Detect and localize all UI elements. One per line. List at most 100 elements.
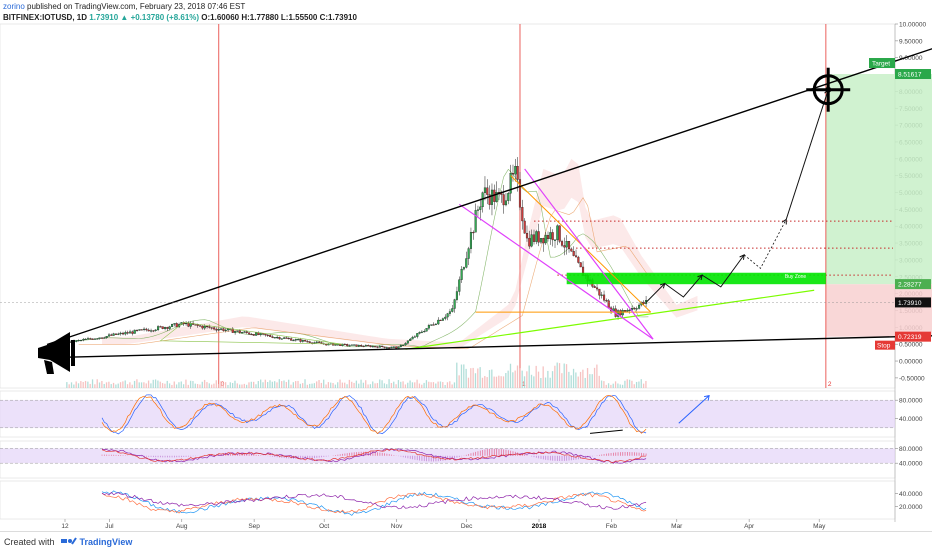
volume-bar [593,367,596,388]
volume-bar [339,379,341,388]
volume-bar [330,382,332,388]
volume-bar [498,375,500,388]
volume-bar [477,368,479,388]
volume-bar [199,384,201,388]
volume-bar [299,383,301,388]
stop-flag [875,340,895,350]
volume-bar [351,381,353,388]
candle-body [486,187,489,195]
volume-bar [589,374,591,388]
candle-body [292,340,295,342]
candle-body [250,333,253,336]
volume-bar [346,384,348,388]
volume-bar [222,382,224,388]
price-axis-tag [895,69,931,80]
candle-body [546,235,550,240]
candle-body [259,333,262,335]
volume-bar [224,382,227,388]
candle-body [635,308,638,310]
wedge-upper [524,168,654,340]
candle-body [224,329,227,331]
volume-bar [124,380,126,388]
volume-bar [362,382,365,388]
candle-body [161,326,164,329]
author-link[interactable]: zorino [3,2,25,11]
volume-bar [70,382,73,388]
volume-bar [262,382,264,388]
candle-body [458,279,461,292]
candle-body [252,334,255,336]
volume-bar [203,379,206,388]
volume-bar [185,379,187,388]
volume-bar [535,365,537,388]
volume-bar [558,363,561,388]
volume-bar [446,382,449,388]
candle-body [234,331,237,333]
candle-body [114,333,118,335]
candle-body [360,345,363,347]
y-tick-label: 0.00000 [899,359,923,366]
volume-bar [213,383,215,388]
volume-bar [376,383,379,388]
volume-bar [439,381,442,388]
candle-body [362,345,365,348]
volume-bar [283,380,285,388]
x-tick-label: Sep [248,523,260,530]
candle-body [154,329,157,331]
volume-bar [575,372,577,388]
volume-bar [103,383,105,388]
price-axis-tag-label: 0.72319 [898,334,922,341]
volume-bar [582,369,584,388]
candle-body [476,209,480,211]
volume-bar [528,365,530,388]
lower-trendline [46,335,932,359]
volume-bar [82,382,84,388]
candle-body [82,339,85,341]
candle-body [121,332,125,335]
candle-body [574,255,578,258]
candle-body [133,329,136,334]
volume-bar [556,362,558,388]
volume-bar [463,364,465,388]
candle-body [539,238,543,243]
volume-bar [182,384,185,388]
volume-bar [516,365,519,388]
volume-bar [313,383,316,388]
candle-body [334,344,337,346]
y-tick-label: 9.00000 [899,55,923,62]
tradingview-brand[interactable]: TradingView [79,536,133,547]
support-line [405,289,815,350]
candle-body [511,173,515,175]
pane-y-tick-label: 40.0000 [899,491,923,498]
volume-bar [325,384,327,388]
candle-body [444,316,447,319]
candle-body [411,336,414,340]
candle-body [525,233,529,239]
volume-bar [210,384,213,388]
volume-bar [337,382,339,388]
volume-bar [624,380,626,388]
volume-bar [201,381,203,388]
candle-body [376,346,379,348]
volume-bar [276,382,278,388]
volume-bar [577,376,579,388]
volume-bar [570,375,572,388]
publish-line: zorino published on TradingView.com, Feb… [3,1,245,12]
candle-body [89,338,92,340]
x-tick-label: Jul [105,523,114,530]
candle-body [308,341,311,343]
candle-body [595,287,599,290]
volume-bar [605,384,607,388]
ichimoku-cloud [102,158,698,349]
candle-body [558,225,561,242]
volume-bar [108,381,110,388]
volume-bar [626,379,628,388]
volume-bar [638,381,640,388]
volume-bar [241,384,243,388]
stop-zone [825,284,932,337]
candle-body [502,194,505,206]
candle-body [157,326,160,331]
volume-bar [432,382,435,388]
stoch-arrowhead [704,394,710,401]
